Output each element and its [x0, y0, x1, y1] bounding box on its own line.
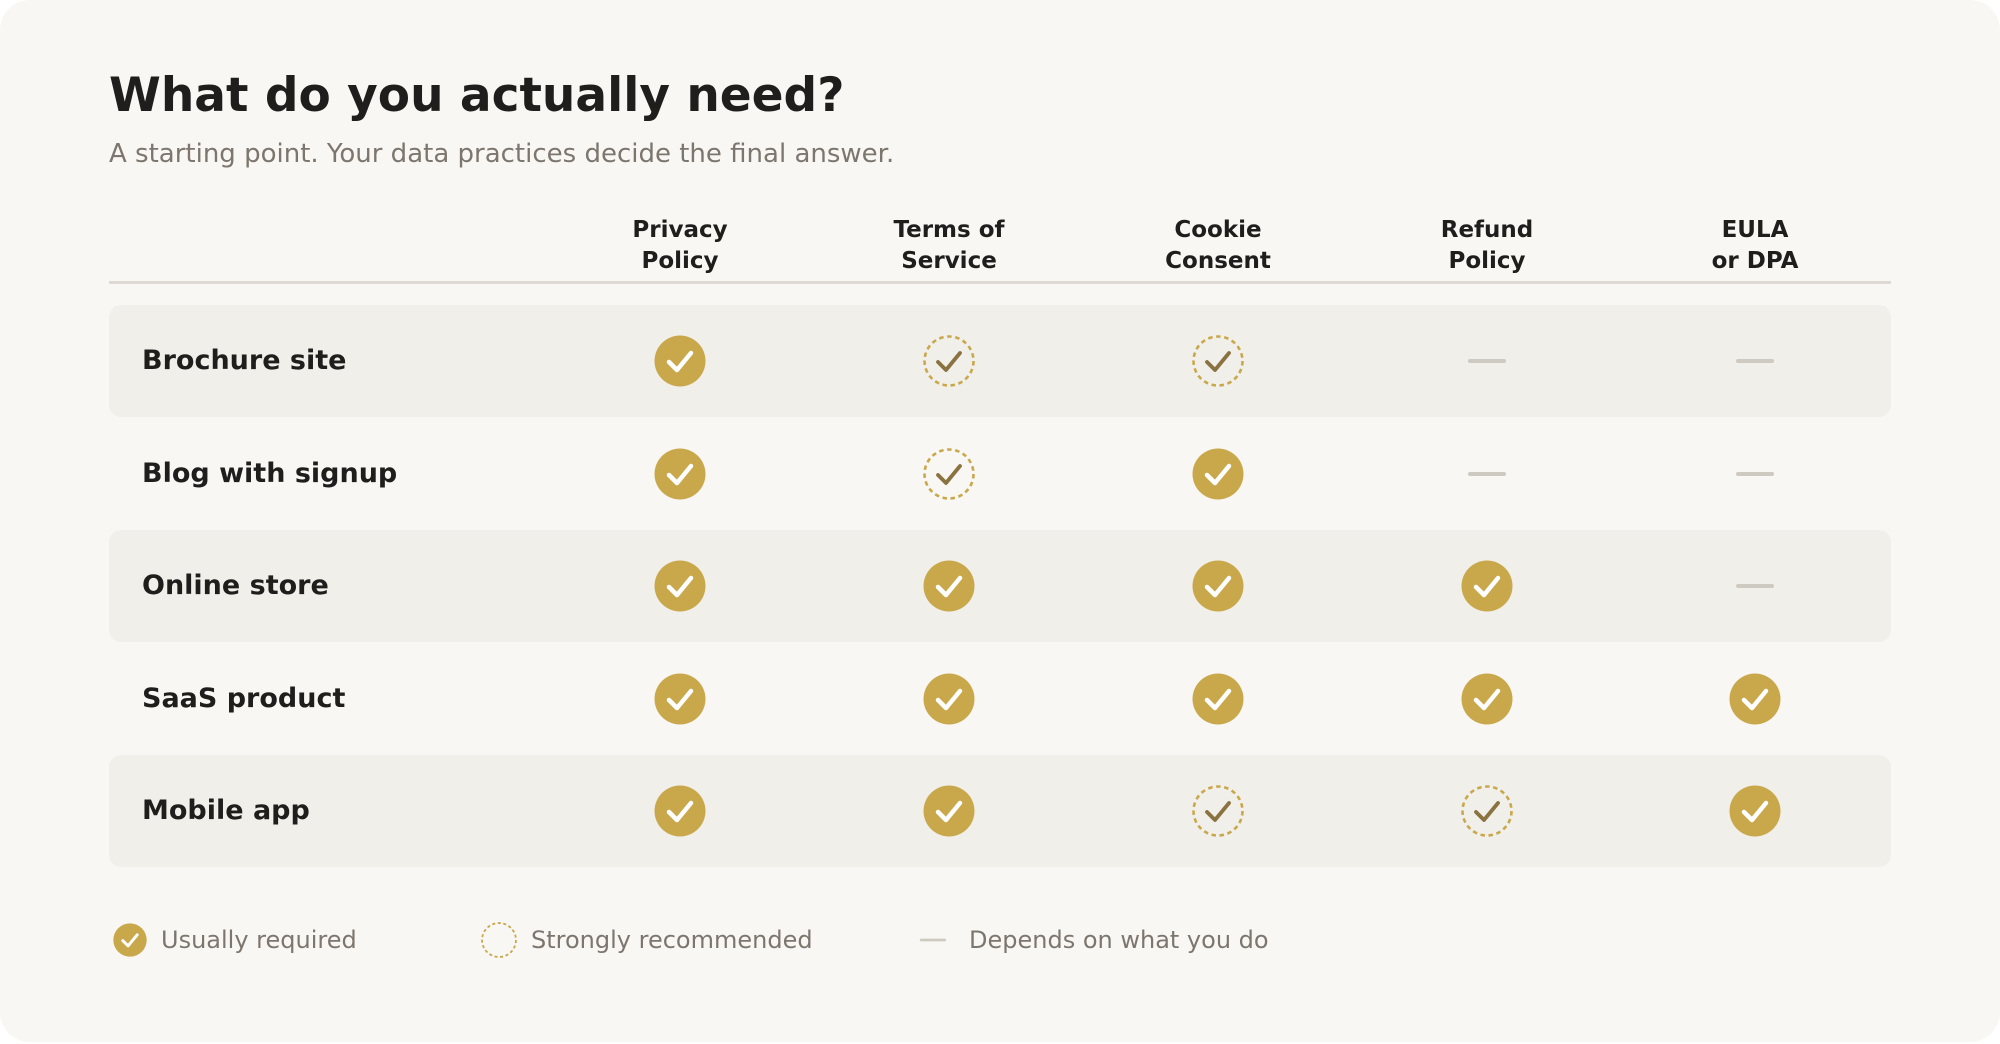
header-divider — [109, 281, 1891, 284]
check-circle-icon — [113, 923, 147, 957]
check-circle-icon — [654, 673, 706, 725]
column-header-line: Service — [901, 248, 997, 274]
table-cell — [1367, 755, 1607, 867]
dashed-circle-icon — [481, 922, 517, 958]
table-cell — [560, 305, 800, 417]
table-cell — [1098, 305, 1338, 417]
dash-icon — [1729, 448, 1781, 500]
table-row: Online store — [109, 530, 1891, 642]
column-header-cookie-consent: Cookie Consent — [1098, 215, 1338, 277]
column-header-line: Privacy — [632, 217, 728, 243]
legend-item-required: Usually required — [113, 917, 357, 963]
table-row: Mobile app — [109, 755, 1891, 867]
table-cell — [560, 418, 800, 530]
legend-label-depends: Depends on what you do — [969, 926, 1269, 954]
table-cell — [1098, 418, 1338, 530]
column-header-terms-of-service: Terms of Service — [829, 215, 1069, 277]
check-circle-icon — [654, 785, 706, 837]
table-cell — [560, 755, 800, 867]
check-circle-icon — [1461, 560, 1513, 612]
dashed-check-circle-icon — [923, 335, 975, 387]
row-label: Online store — [142, 570, 329, 601]
dash-icon — [915, 922, 951, 958]
table-row: SaaS product — [109, 643, 1891, 755]
table-cell — [829, 530, 1069, 642]
dash-icon — [1729, 560, 1781, 612]
table-cell — [1367, 643, 1607, 755]
table-cell — [560, 643, 800, 755]
legend-item-depends: Depends on what you do — [915, 917, 1269, 963]
table-cell — [1635, 643, 1875, 755]
row-label: Blog with signup — [142, 458, 398, 489]
table-cell — [1635, 418, 1875, 530]
row-label: SaaS product — [142, 683, 346, 714]
check-circle-icon — [654, 448, 706, 500]
column-header-eula-or-dpa: EULA or DPA — [1635, 215, 1875, 277]
legend-item-recommended: Strongly recommended — [481, 917, 813, 963]
column-header-line: Consent — [1165, 248, 1271, 274]
check-circle-icon — [1729, 785, 1781, 837]
column-header-line: Policy — [641, 248, 719, 274]
table-row: Blog with signup — [109, 418, 1891, 530]
table-cell — [1635, 755, 1875, 867]
check-circle-icon — [654, 335, 706, 387]
dash-icon — [1461, 335, 1513, 387]
dash-icon — [1461, 448, 1513, 500]
check-circle-icon — [1729, 673, 1781, 725]
check-circle-icon — [1461, 673, 1513, 725]
column-header-line: EULA — [1721, 217, 1789, 243]
check-circle-icon — [654, 560, 706, 612]
table-cell — [1367, 305, 1607, 417]
column-header-line: Policy — [1448, 248, 1526, 274]
table-cell — [560, 530, 800, 642]
table-cell — [1098, 643, 1338, 755]
check-circle-icon — [1192, 673, 1244, 725]
dashed-check-circle-icon — [1461, 785, 1513, 837]
legend-label-required: Usually required — [161, 926, 357, 954]
dashed-check-circle-icon — [923, 448, 975, 500]
column-header-line: Refund — [1440, 217, 1534, 243]
check-circle-icon — [923, 673, 975, 725]
table-cell — [1635, 530, 1875, 642]
row-label: Brochure site — [142, 345, 347, 376]
column-header-line: Terms of — [893, 217, 1005, 243]
table-cell — [1367, 418, 1607, 530]
check-circle-icon — [923, 785, 975, 837]
table-cell — [1098, 755, 1338, 867]
check-circle-icon — [1192, 448, 1244, 500]
dash-icon — [1729, 335, 1781, 387]
table-cell — [1367, 530, 1607, 642]
table-row: Brochure site — [109, 305, 1891, 417]
check-circle-icon — [923, 560, 975, 612]
table-cell — [1098, 530, 1338, 642]
check-circle-icon — [1192, 560, 1244, 612]
row-label: Mobile app — [142, 795, 310, 826]
column-header-line: or DPA — [1711, 248, 1799, 274]
table-cell — [1635, 305, 1875, 417]
dashed-check-circle-icon — [1192, 785, 1244, 837]
table-cell — [829, 418, 1069, 530]
table-cell — [829, 755, 1069, 867]
table-cell — [829, 305, 1069, 417]
column-header-privacy-policy: Privacy Policy — [560, 215, 800, 277]
page-subtitle: A starting point. Your data practices de… — [109, 139, 895, 169]
column-header-refund-policy: Refund Policy — [1367, 215, 1607, 277]
dashed-check-circle-icon — [1192, 335, 1244, 387]
table-cell — [829, 643, 1069, 755]
page-title: What do you actually need? — [109, 68, 845, 123]
legend-label-recommended: Strongly recommended — [531, 926, 813, 954]
column-header-line: Cookie — [1174, 217, 1262, 243]
